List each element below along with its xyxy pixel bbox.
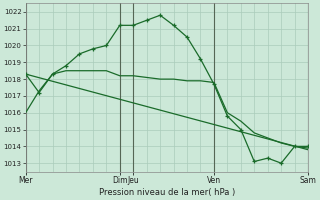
X-axis label: Pression niveau de la mer( hPa ): Pression niveau de la mer( hPa ) bbox=[99, 188, 235, 197]
